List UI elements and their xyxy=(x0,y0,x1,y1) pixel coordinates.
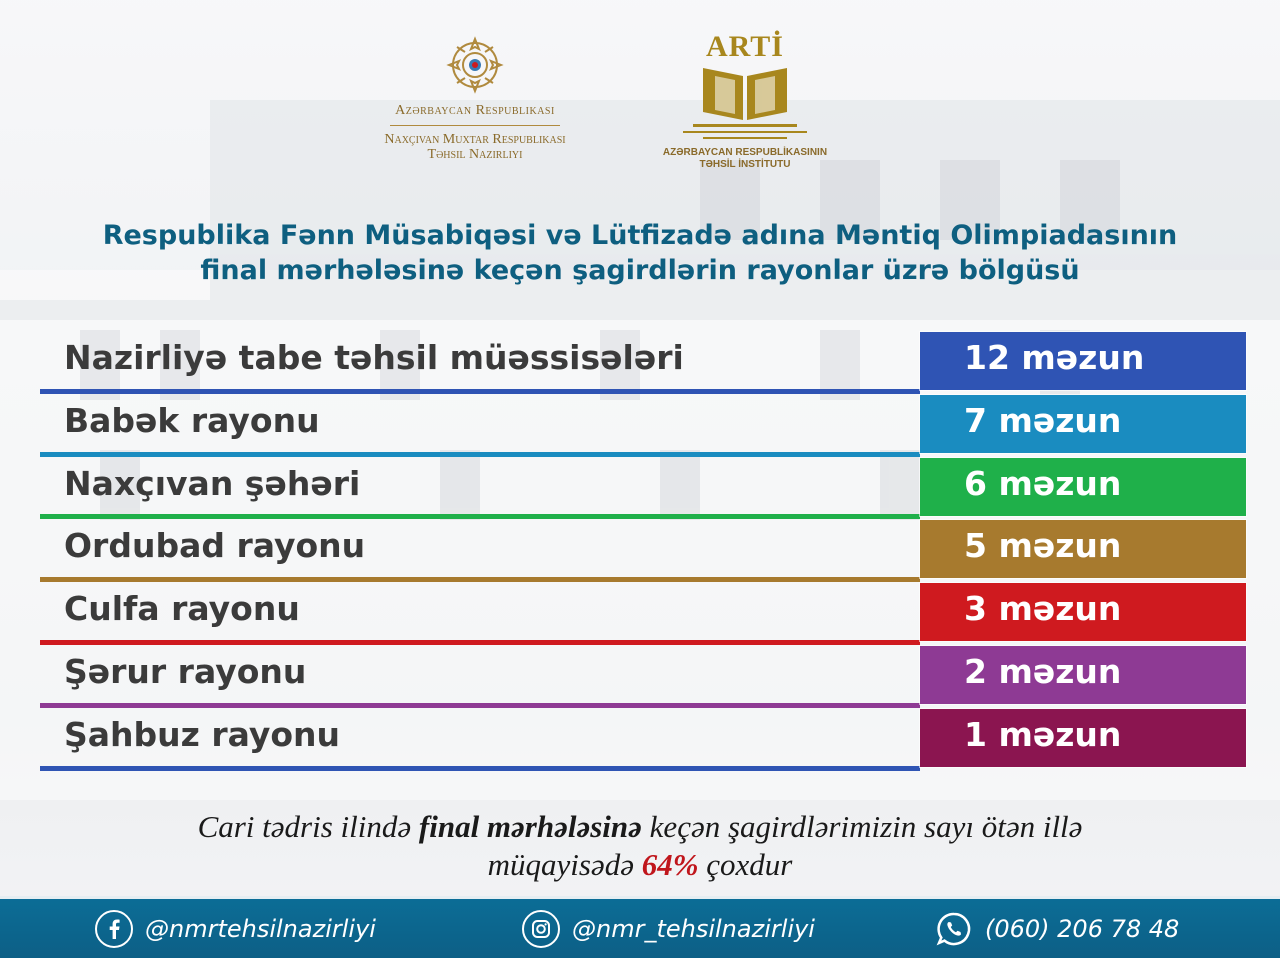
district-underline xyxy=(40,514,920,520)
arti-subtitle-line1: AZƏRBAYCAN RESPUBLİKASININ xyxy=(662,147,828,158)
district-underline xyxy=(40,639,920,645)
summary-text-3: müqayisədə xyxy=(487,847,642,882)
page-title: Respublika Fənn Müsabiqəsi və Lütfizadə … xyxy=(0,218,1280,288)
district-name: Şərur rayonu xyxy=(64,651,307,691)
state-emblem-icon xyxy=(446,36,504,94)
graduate-count-box: 1 məzun xyxy=(920,708,1246,767)
ministry-name: Təhsil Nazirliyi xyxy=(427,147,523,162)
district-list: Nazirliyə tabe təhsil müəssisələri 12 mə… xyxy=(40,332,1248,772)
increase-percentage: 64% xyxy=(641,847,699,882)
district-name: Babək rayonu xyxy=(64,400,320,440)
district-row: Ordubad rayonu 5 məzun xyxy=(40,520,1248,583)
arti-logo-title: ARTİ xyxy=(706,30,784,63)
graduate-count: 2 məzun xyxy=(964,651,1122,691)
facebook-handle: @nmrtehsilnazirliyi xyxy=(145,915,376,943)
facebook-link[interactable]: @nmrtehsilnazirliyi xyxy=(95,910,376,948)
ministry-divider xyxy=(390,125,560,126)
summary-line2: müqayisədə 64% çoxdur xyxy=(0,846,1280,884)
graduate-count: 7 məzun xyxy=(964,400,1122,440)
district-row: Şərur rayonu 2 məzun xyxy=(40,645,1248,709)
page-title-line2: final mərhələsinə keçən şagirdlərin rayo… xyxy=(200,255,1080,286)
instagram-icon xyxy=(522,910,560,948)
graduate-count-box: 2 məzun xyxy=(920,645,1246,704)
graduate-count-box: 5 məzun xyxy=(920,520,1246,579)
district-name: Ordubad rayonu xyxy=(64,526,366,566)
graduate-count: 1 məzun xyxy=(964,714,1122,754)
graduate-count-box: 6 məzun xyxy=(920,457,1246,516)
district-underline xyxy=(40,388,920,394)
district-name: Culfa rayonu xyxy=(64,589,300,629)
district-row: Şahbuz rayonu 1 məzun xyxy=(40,708,1248,772)
district-row: Culfa rayonu 3 məzun xyxy=(40,583,1248,646)
summary-bold-text: final mərhələsinə xyxy=(418,809,642,844)
summary-text-1: Cari tədris ilində xyxy=(197,809,419,844)
instagram-link[interactable]: @nmr_tehsilnazirliyi xyxy=(522,910,815,948)
graduate-count: 3 məzun xyxy=(964,589,1122,629)
ministry-country-name: Azərbaycan Respublikası xyxy=(395,103,555,118)
graduate-count: 12 məzun xyxy=(964,338,1145,377)
ministry-logo-block: Azərbaycan Respublikası Naxçıvan Muxtar … xyxy=(340,35,610,162)
district-underline xyxy=(40,765,920,771)
social-footer: @nmrtehsilnazirliyi @nmr_tehsilnazirliyi… xyxy=(0,896,1280,958)
ministry-region-name: Naxçıvan Muxtar Respublikası xyxy=(384,132,566,147)
district-underline xyxy=(40,702,920,708)
facebook-icon xyxy=(95,910,133,948)
arti-logo-block: ARTİ AZƏRBAYCAN RESPUBLİKASININ TƏHSİL İ… xyxy=(655,30,835,171)
graduate-count: 6 məzun xyxy=(964,463,1122,503)
graduate-count-box: 3 məzun xyxy=(920,583,1246,642)
graduate-count-box: 7 məzun xyxy=(920,394,1246,453)
graduate-count: 5 məzun xyxy=(964,526,1122,566)
summary-caption: Cari tədris ilində final mərhələsinə keç… xyxy=(0,808,1280,884)
district-underline xyxy=(40,577,920,583)
district-name: Nazirliyə tabe təhsil müəssisələri xyxy=(64,338,684,377)
book-icon xyxy=(683,68,807,139)
instagram-handle: @nmr_tehsilnazirliyi xyxy=(572,915,815,943)
phone-number: (060) 206 78 48 xyxy=(985,915,1180,943)
arti-subtitle-line2: TƏHSİL İNSTİTUTU xyxy=(699,159,791,170)
phone-link[interactable]: (060) 206 78 48 xyxy=(935,911,1179,947)
summary-line1: Cari tədris ilində final mərhələsinə keç… xyxy=(0,808,1280,846)
graduate-count-box: 12 məzun xyxy=(920,332,1246,390)
district-row: Nazirliyə tabe təhsil müəssisələri 12 mə… xyxy=(40,332,1248,395)
summary-text-2: keçən şagirdlərimizin sayı ötən illə xyxy=(641,809,1083,844)
whatsapp-icon xyxy=(935,910,973,948)
district-name: Naxçıvan şəhəri xyxy=(64,463,361,503)
summary-text-4: çoxdur xyxy=(698,847,793,882)
district-row: Naxçıvan şəhəri 6 məzun xyxy=(40,457,1248,521)
district-underline xyxy=(40,451,920,457)
district-row: Babək rayonu 7 məzun xyxy=(40,394,1248,458)
district-name: Şahbuz rayonu xyxy=(64,714,341,754)
page-title-line1: Respublika Fənn Müsabiqəsi və Lütfizadə … xyxy=(102,220,1178,251)
